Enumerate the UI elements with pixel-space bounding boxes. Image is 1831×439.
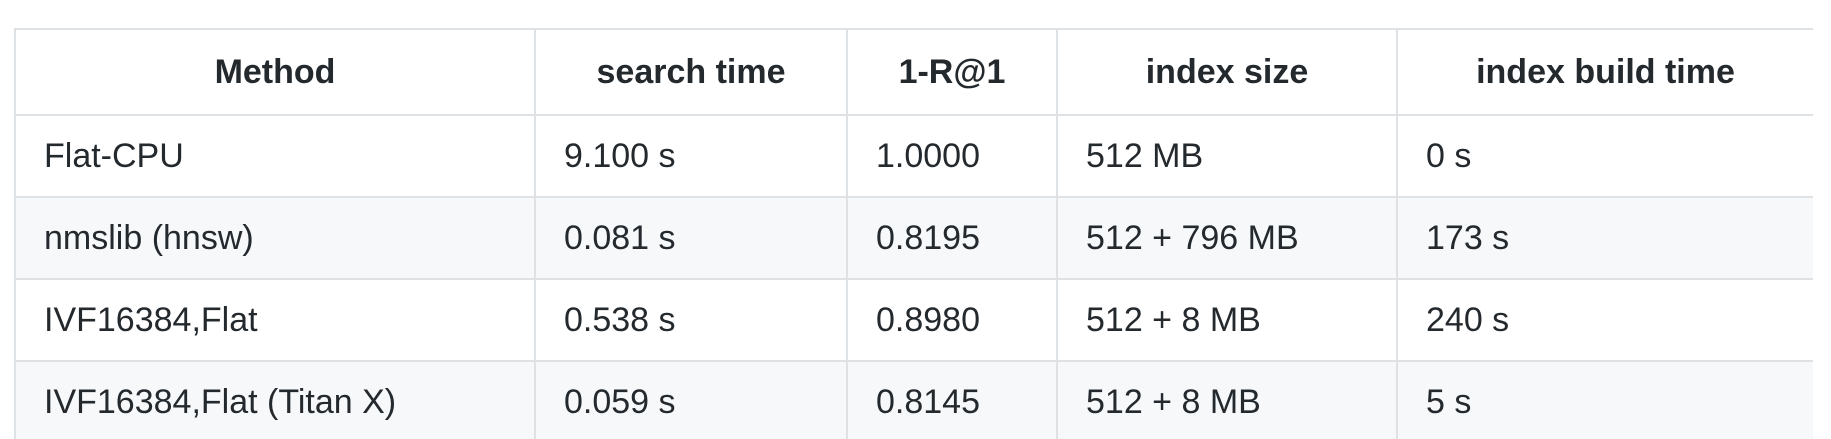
cell-search-time: 0.538 s	[534, 278, 848, 362]
table-row: IVF16384,Flat 0.538 s 0.8980 512 + 8 MB …	[14, 278, 1813, 362]
table-body: Flat-CPU 9.100 s 1.0000 512 MB 0 s nmsli…	[14, 114, 1813, 439]
benchmark-table-container: Method search time 1-R@1 index size inde…	[14, 28, 1813, 439]
cell-recall-at-1: 0.8145	[846, 360, 1058, 439]
header-recall-at-1: 1-R@1	[846, 28, 1058, 116]
cell-method: IVF16384,Flat	[14, 278, 536, 362]
cell-index-build-time: 240 s	[1396, 278, 1813, 362]
table-header: Method search time 1-R@1 index size inde…	[14, 28, 1813, 116]
cell-index-size: 512 + 8 MB	[1056, 278, 1398, 362]
cell-index-build-time: 5 s	[1396, 360, 1813, 439]
cell-recall-at-1: 1.0000	[846, 114, 1058, 198]
table-row: IVF16384,Flat (Titan X) 0.059 s 0.8145 5…	[14, 360, 1813, 439]
cell-index-build-time: 173 s	[1396, 196, 1813, 280]
table-row: nmslib (hnsw) 0.081 s 0.8195 512 + 796 M…	[14, 196, 1813, 280]
cell-recall-at-1: 0.8195	[846, 196, 1058, 280]
table-row: Flat-CPU 9.100 s 1.0000 512 MB 0 s	[14, 114, 1813, 198]
header-index-build-time: index build time	[1396, 28, 1813, 116]
cell-method: Flat-CPU	[14, 114, 536, 198]
cell-method: nmslib (hnsw)	[14, 196, 536, 280]
cell-recall-at-1: 0.8980	[846, 278, 1058, 362]
cell-method: IVF16384,Flat (Titan X)	[14, 360, 536, 439]
cell-index-size: 512 MB	[1056, 114, 1398, 198]
cell-search-time: 9.100 s	[534, 114, 848, 198]
header-index-size: index size	[1056, 28, 1398, 116]
cell-index-size: 512 + 8 MB	[1056, 360, 1398, 439]
header-row: Method search time 1-R@1 index size inde…	[14, 28, 1813, 116]
cell-search-time: 0.081 s	[534, 196, 848, 280]
cell-search-time: 0.059 s	[534, 360, 848, 439]
cell-index-size: 512 + 796 MB	[1056, 196, 1398, 280]
header-method: Method	[14, 28, 536, 116]
cell-index-build-time: 0 s	[1396, 114, 1813, 198]
header-search-time: search time	[534, 28, 848, 116]
benchmark-table: Method search time 1-R@1 index size inde…	[14, 28, 1813, 439]
